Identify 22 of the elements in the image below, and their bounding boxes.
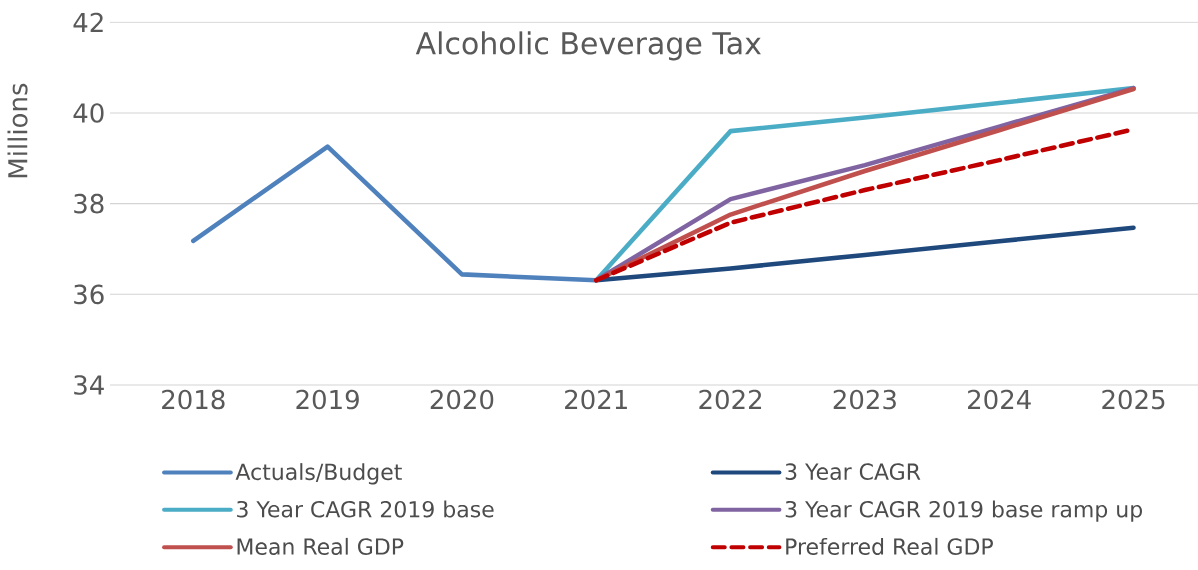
- x-tick-label: 2021: [565, 389, 627, 410]
- y-tick-label: 36: [74, 284, 104, 305]
- legend-label: Preferred Real GDP: [786, 537, 993, 555]
- y-tick-label: 42: [73, 12, 103, 32]
- legend-label: Actuals/Budget: [235, 463, 402, 485]
- legend-label: 3 Year CAGR 2019 base: [237, 500, 494, 518]
- legend-label: 3 Year CAGR 2019 base ramp up: [785, 500, 1142, 522]
- legend-label: Mean Real GDP: [237, 537, 404, 555]
- legend-label: 3 Year CAGR: [785, 463, 921, 480]
- y-axis-title: Millions: [7, 83, 28, 178]
- y-tick-label: 40: [73, 103, 104, 123]
- chart-title: Alcoholic Beverage Tax: [415, 31, 761, 61]
- x-tick-label: 2024: [968, 389, 1031, 410]
- x-tick-label: 2022: [699, 389, 762, 410]
- y-tick-label: 34: [74, 375, 104, 395]
- x-tick-label: 2020: [430, 389, 494, 410]
- y-tick-label: 38: [74, 193, 104, 214]
- x-tick-label: 2025: [1102, 389, 1165, 410]
- x-tick-label: 2018: [162, 389, 225, 410]
- x-tick-label: 2019: [296, 389, 359, 410]
- line-series: [191, 144, 599, 283]
- x-tick-label: 2023: [833, 389, 896, 410]
